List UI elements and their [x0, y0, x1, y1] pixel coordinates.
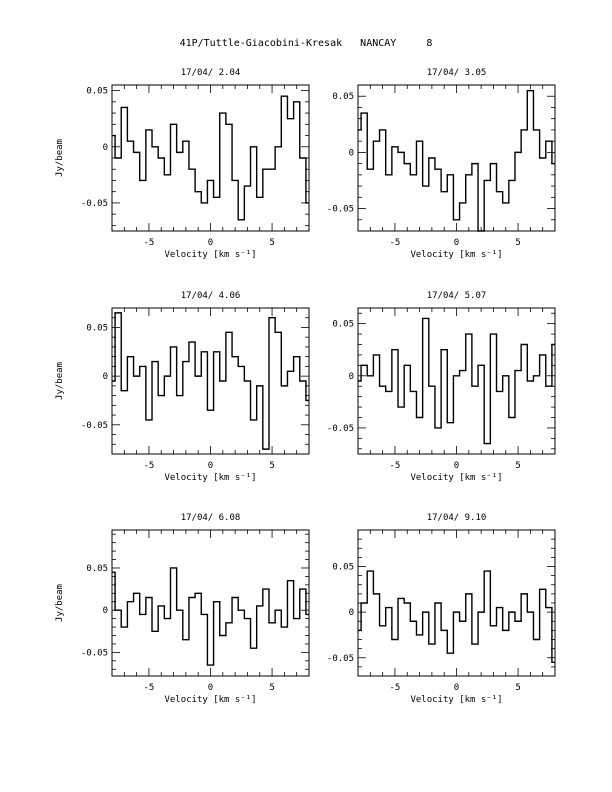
y-tick-label: -0.05 [81, 421, 108, 431]
x-tick-label: 0 [454, 238, 459, 248]
x-tick-label: -5 [390, 461, 401, 471]
spectrum-line [112, 567, 309, 666]
y-tick-label: 0 [349, 372, 354, 382]
y-tick-label: -0.05 [81, 199, 108, 209]
y-tick-label: 0.05 [86, 323, 108, 333]
plot-frame [111, 529, 310, 677]
x-axis-label: Velocity [km s⁻¹] [410, 695, 502, 705]
y-tick-label: 0.05 [332, 92, 354, 102]
plot-frame [111, 307, 310, 455]
x-tick-label: 0 [208, 683, 213, 693]
plot-frame [357, 307, 556, 455]
panel-title: 17/04/ 6.08 [181, 513, 241, 523]
y-axis-label: Jy/beam [55, 139, 65, 177]
x-tick-label: 5 [515, 238, 520, 248]
panel-title: 17/04/ 3.05 [427, 68, 487, 78]
y-tick-label: 0 [103, 372, 108, 382]
x-tick-label: 5 [269, 683, 274, 693]
x-tick-label: 0 [208, 238, 213, 248]
x-axis-label: Velocity [km s⁻¹] [410, 250, 502, 260]
x-tick-label: 5 [515, 683, 520, 693]
plot-frame [111, 84, 310, 232]
y-tick-label: -0.05 [81, 648, 108, 658]
x-axis-label: Velocity [km s⁻¹] [164, 695, 256, 705]
spectrum-panel-2: 17/04/ 3.05 -5 0 5 0.05 0 -0.05 Velocity [km s⁻… [327, 68, 556, 260]
x-tick-label: -5 [390, 238, 401, 248]
spectrum-panel-1: 17/04/ 2.04 -5 0 5 0.05 0 -0.05 Velocity [km s⁻… [55, 68, 310, 260]
y-axis-label: Jy/beam [55, 584, 65, 622]
y-tick-label: 0.05 [86, 87, 108, 97]
plot-frame [357, 529, 556, 677]
spectrum-panel-5: 17/04/ 6.08 -5 0 5 0.05 0 -0.05 Velocity [km s⁻… [55, 513, 310, 705]
spectrum-panel-3: 17/04/ 4.06 -5 0 5 0.05 0 -0.05 Velocity [km s⁻… [55, 291, 310, 483]
spectrum-panel-4: 17/04/ 5.07 -5 0 5 0.05 0 -0.05 Velocity [km s⁻… [327, 291, 556, 483]
x-tick-label: -5 [144, 238, 155, 248]
spectrum-line [358, 89, 555, 232]
y-axis-label: Jy/beam [55, 362, 65, 400]
spectrum-line [112, 95, 309, 221]
y-tick-label: 0 [103, 143, 108, 153]
x-axis-label: Velocity [km s⁻¹] [164, 250, 256, 260]
spectrum-line [112, 312, 309, 450]
y-tick-label: -0.05 [327, 654, 354, 664]
x-tick-label: -5 [144, 683, 155, 693]
panel-title: 17/04/ 5.07 [427, 291, 487, 301]
y-tick-label: -0.05 [327, 205, 354, 215]
x-tick-label: -5 [144, 461, 155, 471]
x-tick-label: 0 [208, 461, 213, 471]
x-tick-label: 5 [269, 238, 274, 248]
x-tick-label: 0 [454, 683, 459, 693]
y-tick-label: 0 [349, 608, 354, 618]
x-tick-label: 5 [515, 461, 520, 471]
x-tick-label: -5 [390, 683, 401, 693]
y-tick-label: -0.05 [327, 424, 354, 434]
y-tick-label: 0 [103, 606, 108, 616]
y-tick-label: 0.05 [332, 320, 354, 330]
panel-title: 17/04/ 4.06 [181, 291, 241, 301]
spectrum-panel-6: 17/04/ 9.10 -5 0 5 0.05 0 -0.05 Velocity [km s⁻… [327, 513, 556, 705]
x-tick-label: 5 [269, 461, 274, 471]
spectrum-line [358, 317, 555, 445]
plot-frame [357, 84, 556, 232]
x-tick-label: 0 [454, 461, 459, 471]
y-tick-label: 0 [349, 148, 354, 158]
panel-title: 17/04/ 9.10 [427, 513, 487, 523]
panel-title: 17/04/ 2.04 [181, 68, 241, 78]
spectrum-line [358, 570, 555, 664]
page-title: 41P/Tuttle-Giacobini-Kresak NANCAY 8 [179, 38, 433, 49]
y-tick-label: 0.05 [86, 564, 108, 574]
x-axis-label: Velocity [km s⁻¹] [410, 473, 502, 483]
x-axis-label: Velocity [km s⁻¹] [164, 473, 256, 483]
y-tick-label: 0.05 [332, 563, 354, 573]
